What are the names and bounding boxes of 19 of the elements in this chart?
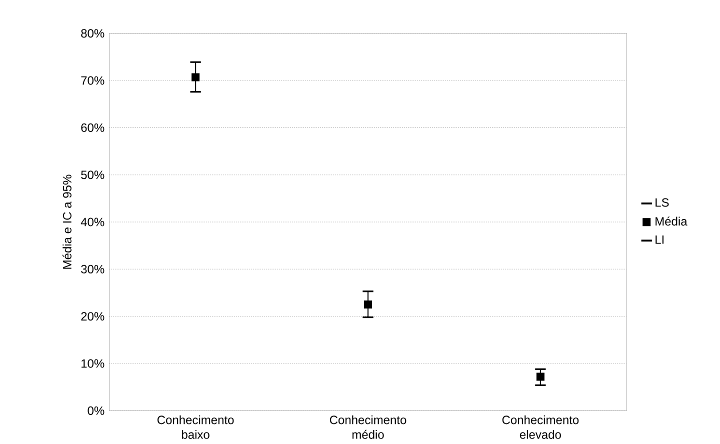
x-tick-label: Conhecimento médio — [330, 415, 406, 439]
point — [192, 73, 200, 82]
point — [536, 372, 544, 381]
text: LI — [656, 235, 664, 244]
legend-label: Média — [656, 216, 688, 226]
y-tick-label: 70% — [81, 76, 104, 85]
y-tick-label: 10% — [82, 359, 104, 368]
y-tick-label: 60% — [81, 123, 104, 132]
x-tick-label: Conhecimento baixo — [157, 415, 234, 439]
y-tick-label: 0% — [88, 406, 104, 415]
y-axis-title: Média e IC a 95% — [62, 174, 72, 269]
y-tick-label: 20% — [81, 312, 104, 321]
x-tick-label: Conhecimento elevado — [502, 415, 579, 439]
point — [364, 300, 372, 309]
text: LS — [656, 198, 669, 207]
y-tick-label: 80% — [81, 29, 104, 38]
y-tick-label: 30% — [81, 264, 104, 274]
y-tick-label: 50% — [81, 170, 104, 180]
y-tick-label: 40% — [80, 218, 104, 226]
